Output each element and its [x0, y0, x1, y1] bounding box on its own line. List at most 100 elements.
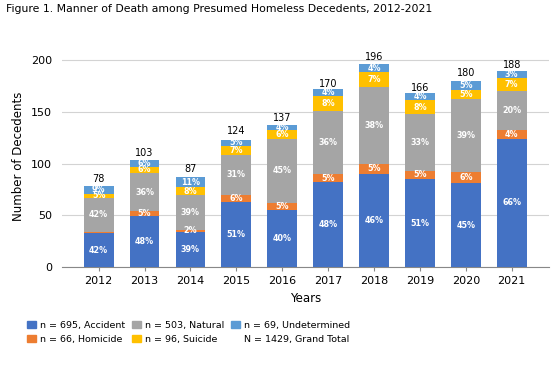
Text: 36%: 36% — [319, 138, 338, 147]
Text: 188: 188 — [502, 60, 521, 70]
Bar — [175, 187, 206, 195]
Bar — [497, 139, 526, 267]
Bar — [405, 179, 435, 267]
Bar — [451, 172, 480, 183]
Bar — [497, 72, 526, 78]
Text: 36%: 36% — [135, 188, 154, 197]
Text: 5%: 5% — [413, 170, 427, 180]
Bar — [175, 195, 206, 230]
Bar — [313, 174, 343, 182]
Bar — [175, 232, 206, 267]
Bar — [313, 96, 343, 111]
Text: 5%: 5% — [92, 191, 105, 200]
Bar — [130, 167, 160, 173]
Text: 39%: 39% — [456, 131, 475, 140]
Bar — [84, 198, 114, 232]
Bar — [405, 114, 435, 171]
Text: 8%: 8% — [321, 99, 335, 108]
Text: 4%: 4% — [505, 130, 519, 139]
Bar — [221, 202, 251, 267]
Bar — [130, 216, 160, 267]
X-axis label: Years: Years — [290, 292, 321, 305]
Text: 6%: 6% — [138, 159, 151, 168]
Text: 3%: 3% — [505, 70, 519, 79]
Text: 7%: 7% — [230, 146, 243, 155]
Text: 8%: 8% — [184, 187, 197, 196]
Text: 38%: 38% — [365, 121, 384, 130]
Text: 46%: 46% — [365, 216, 384, 225]
Text: 5%: 5% — [459, 90, 473, 99]
Text: 48%: 48% — [319, 220, 338, 229]
Text: 5%: 5% — [138, 209, 151, 218]
Text: 4%: 4% — [321, 88, 335, 97]
Bar — [359, 87, 389, 164]
Text: 196: 196 — [365, 52, 383, 62]
Y-axis label: Number of Decedents: Number of Decedents — [12, 91, 25, 220]
Text: 5%: 5% — [276, 202, 289, 211]
Text: 8%: 8% — [413, 103, 427, 112]
Text: 6%: 6% — [459, 173, 473, 182]
Text: 5%: 5% — [321, 174, 335, 183]
Bar — [313, 89, 343, 96]
Text: 39%: 39% — [181, 208, 200, 217]
Legend: n = 695, Accident, n = 66, Homicide, n = 503, Natural, n = 96, Suicide, n = 69, : n = 695, Accident, n = 66, Homicide, n =… — [27, 321, 350, 344]
Text: 6%: 6% — [276, 130, 289, 139]
Bar — [497, 91, 526, 131]
Bar — [130, 211, 160, 216]
Text: 11%: 11% — [181, 178, 200, 187]
Text: 33%: 33% — [410, 138, 430, 147]
Bar — [267, 210, 297, 267]
Bar — [405, 93, 435, 101]
Bar — [130, 173, 160, 211]
Bar — [497, 78, 526, 91]
Text: 4%: 4% — [413, 92, 427, 101]
Bar — [84, 194, 114, 198]
Text: 5%: 5% — [459, 81, 473, 90]
Bar — [451, 90, 480, 99]
Bar — [267, 125, 297, 131]
Bar — [451, 81, 480, 90]
Text: Figure 1. Manner of Death among Presumed Homeless Decedents, 2012-2021: Figure 1. Manner of Death among Presumed… — [6, 4, 432, 14]
Bar — [359, 164, 389, 174]
Text: 124: 124 — [227, 126, 246, 136]
Text: 66%: 66% — [502, 198, 521, 207]
Bar — [84, 233, 114, 267]
Text: 87: 87 — [184, 164, 197, 174]
Text: 5%: 5% — [367, 164, 381, 173]
Text: 20%: 20% — [502, 106, 521, 115]
Text: 6%: 6% — [138, 165, 151, 174]
Bar — [313, 182, 343, 267]
Bar — [405, 101, 435, 114]
Text: 31%: 31% — [227, 170, 246, 180]
Text: 9%: 9% — [92, 186, 105, 194]
Bar — [84, 232, 114, 233]
Bar — [359, 174, 389, 267]
Bar — [359, 72, 389, 87]
Text: 180: 180 — [456, 68, 475, 78]
Text: 45%: 45% — [456, 221, 475, 230]
Text: 45%: 45% — [273, 166, 292, 175]
Bar — [175, 177, 206, 187]
Text: 166: 166 — [410, 83, 429, 93]
Text: 170: 170 — [319, 79, 337, 89]
Text: 40%: 40% — [273, 234, 292, 243]
Text: 42%: 42% — [89, 246, 108, 255]
Bar — [267, 131, 297, 139]
Bar — [221, 155, 251, 195]
Bar — [130, 161, 160, 167]
Text: 103: 103 — [136, 148, 154, 158]
Text: 51%: 51% — [410, 219, 430, 228]
Text: 42%: 42% — [89, 210, 108, 219]
Bar — [175, 230, 206, 232]
Text: 7%: 7% — [505, 80, 519, 89]
Text: 7%: 7% — [367, 75, 381, 84]
Bar — [221, 146, 251, 155]
Bar — [497, 131, 526, 139]
Bar — [451, 99, 480, 172]
Text: 2%: 2% — [184, 226, 197, 235]
Text: 51%: 51% — [227, 230, 246, 239]
Text: 5%: 5% — [230, 138, 243, 147]
Text: 4%: 4% — [276, 124, 289, 132]
Text: 78: 78 — [92, 174, 105, 184]
Text: 137: 137 — [273, 113, 292, 123]
